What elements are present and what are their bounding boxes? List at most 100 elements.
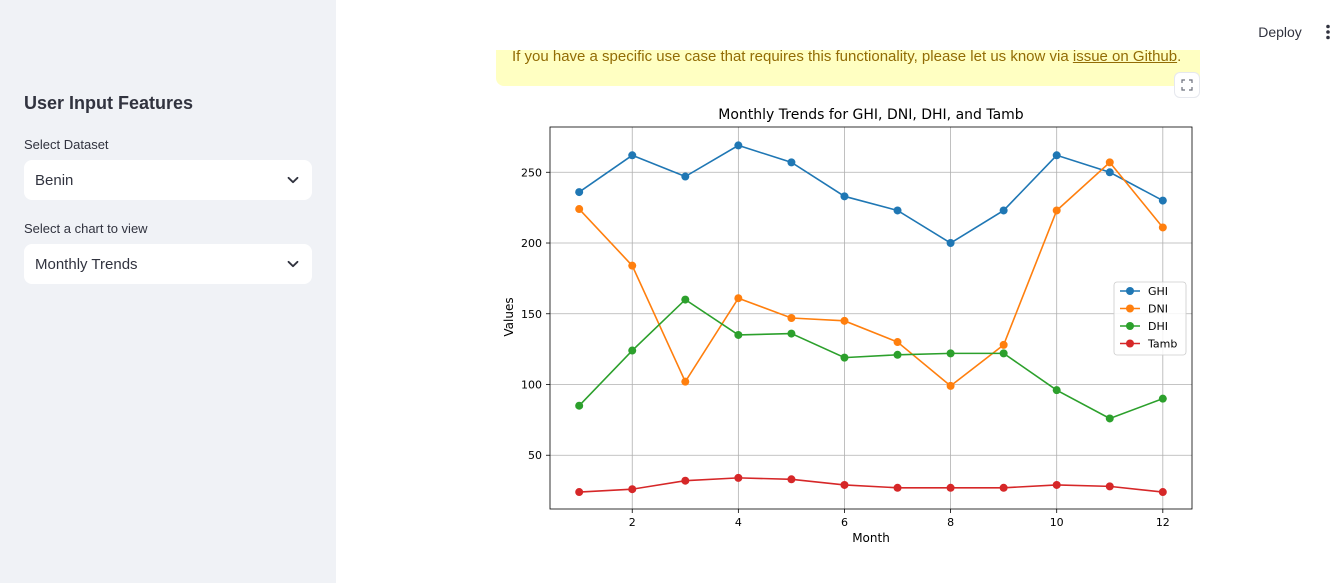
series-line-tamb [579, 477, 1163, 493]
chart-title: Monthly Trends for GHI, DNI, DHI, and Ta… [718, 107, 1024, 123]
data-point-dni [787, 314, 796, 322]
dataset-select-label: Select Dataset [24, 137, 109, 152]
github-issue-link[interactable]: issue on Github [1072, 48, 1178, 65]
data-point-tamb [946, 483, 955, 492]
data-point-tamb [893, 483, 902, 492]
data-point-dhi [1052, 386, 1061, 395]
data-point-tamb [1158, 488, 1167, 497]
data-point-dni [734, 294, 743, 303]
series-group [575, 141, 1167, 497]
legend-marker-dni [1126, 304, 1134, 313]
data-point-ghi [840, 192, 849, 201]
plot-frame [549, 126, 1193, 510]
data-point-dni [893, 338, 902, 347]
chart-select-label: Select a chart to view [24, 221, 148, 236]
legend-marker-ghi [1126, 287, 1134, 295]
data-point-tamb [1052, 480, 1061, 489]
data-point-dhi [787, 329, 796, 338]
chevron-down-icon [286, 257, 300, 271]
data-point-dni [999, 340, 1008, 349]
data-point-ghi [1105, 168, 1114, 177]
data-point-tamb [575, 488, 584, 497]
alert-text: If you have a specific use case that req… [512, 48, 1073, 65]
data-point-tamb [1105, 482, 1114, 491]
data-point-dni [681, 377, 690, 386]
dataset-select-value: Benin [35, 171, 74, 189]
data-point-ghi [1052, 151, 1061, 160]
deploy-button[interactable]: Deploy [1258, 24, 1302, 40]
x-tick-label: 12 [1156, 516, 1170, 529]
x-axis-label: Month [852, 531, 890, 545]
chart-select[interactable]: Monthly Trends [24, 244, 312, 284]
y-axis-label: Values [502, 297, 516, 336]
x-tick-label: 8 [947, 516, 954, 529]
data-point-dhi [734, 330, 743, 339]
app-header [336, 0, 1344, 50]
data-point-dni [628, 261, 637, 270]
data-point-ghi [999, 206, 1008, 215]
alert-message: If you have a specific use case that req… [512, 48, 1181, 65]
legend-marker-dhi [1126, 322, 1134, 330]
data-point-tamb [628, 485, 637, 494]
data-point-ghi [1158, 196, 1167, 205]
data-point-dhi [575, 401, 584, 410]
legend-label-dhi: DHI [1148, 320, 1168, 333]
data-point-dhi [840, 353, 849, 362]
data-point-dhi [1105, 414, 1114, 423]
data-point-ghi [893, 206, 902, 215]
y-tick-label: 250 [521, 166, 542, 179]
x-tick-label: 2 [629, 516, 636, 529]
data-point-tamb [681, 476, 690, 485]
x-tick-label: 4 [735, 516, 742, 529]
y-tick-label: 150 [521, 308, 542, 321]
main-menu-button[interactable] [1319, 22, 1337, 42]
line-chart: Monthly Trends for GHI, DNI, DHI, and Ta… [502, 107, 1193, 545]
data-point-dhi [681, 295, 690, 304]
legend-label-ghi: GHI [1148, 285, 1168, 298]
data-point-dhi [628, 346, 637, 355]
series-line-dhi [578, 298, 1164, 420]
data-point-ghi [628, 151, 637, 160]
data-point-ghi [734, 141, 743, 150]
y-tick-label: 200 [521, 237, 542, 250]
data-point-dni [575, 205, 584, 214]
x-tick-label: 6 [841, 516, 848, 529]
legend-marker-tamb [1126, 339, 1134, 348]
alert-suffix: . [1177, 48, 1182, 65]
data-point-dhi [893, 350, 902, 359]
y-tick-label: 50 [528, 449, 542, 462]
series-line-ghi [578, 144, 1164, 244]
data-point-dhi [1158, 394, 1167, 403]
data-point-ghi [787, 158, 796, 167]
data-point-dni [1158, 223, 1167, 232]
fullscreen-button[interactable] [1174, 72, 1200, 98]
chart-container: Monthly Trends for GHI, DNI, DHI, and Ta… [496, 96, 1200, 556]
legend-box [1113, 281, 1187, 356]
chart-select-value: Monthly Trends [35, 255, 138, 273]
data-point-tamb [840, 480, 849, 489]
legend-label-dni: DNI [1148, 303, 1168, 316]
data-point-ghi [681, 172, 690, 181]
sidebar-title: User Input Features [24, 93, 194, 113]
data-point-tamb [999, 483, 1008, 492]
data-point-dni [1105, 158, 1114, 167]
data-point-dni [1052, 206, 1061, 215]
data-point-tamb [734, 473, 743, 482]
fullscreen-icon [1181, 79, 1193, 91]
data-point-dhi [946, 349, 955, 358]
series-line-dni [578, 161, 1164, 387]
y-tick-label: 100 [521, 378, 542, 391]
chevron-down-icon [286, 173, 300, 187]
dataset-select[interactable]: Benin [24, 160, 312, 200]
sidebar: User Input Features Select Dataset Benin… [0, 0, 336, 583]
x-tick-label: 10 [1050, 516, 1064, 529]
data-point-ghi [946, 239, 955, 248]
more-vertical-icon [1326, 24, 1330, 40]
data-point-dni [840, 316, 849, 325]
legend-label-tamb: Tamb [1147, 338, 1177, 351]
axes: 2 4 6 8 10 12 50 100 150 200 250 [521, 126, 1193, 529]
data-point-ghi [575, 188, 584, 197]
data-point-dhi [999, 349, 1008, 358]
grid-lines [550, 127, 1192, 509]
data-point-dni [946, 381, 955, 390]
